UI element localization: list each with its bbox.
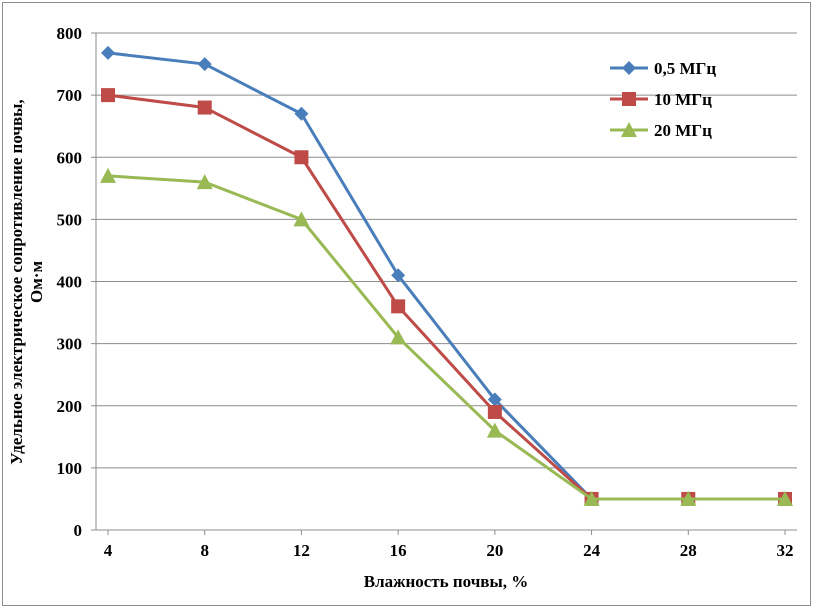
series-line bbox=[107, 51, 785, 501]
axes bbox=[91, 32, 797, 535]
data-point bbox=[390, 329, 407, 345]
y-tick-labels: 0 100 200 300 400 500 600 700 800 bbox=[57, 24, 83, 540]
legend-label: 0,5 МГц bbox=[654, 59, 716, 78]
y-tick-label: 100 bbox=[57, 459, 83, 478]
series-line bbox=[107, 174, 785, 501]
legend-item: 20 МГц bbox=[610, 121, 712, 140]
x-tick-labels: 4 8 12 16 20 24 28 32 bbox=[104, 541, 794, 560]
series-2 bbox=[100, 167, 793, 506]
legend-item: 0,5 МГц bbox=[610, 59, 716, 78]
data-point bbox=[680, 490, 697, 506]
y-tick-label: 0 bbox=[74, 521, 83, 540]
y-tick-label: 200 bbox=[57, 397, 83, 416]
legend-item: 10 МГц bbox=[610, 90, 712, 109]
series-1 bbox=[101, 88, 792, 506]
data-point bbox=[583, 490, 600, 506]
data-point bbox=[487, 404, 502, 419]
x-tick-label: 24 bbox=[583, 541, 601, 560]
x-tick-label: 4 bbox=[104, 541, 113, 560]
data-point bbox=[293, 211, 310, 227]
legend-marker bbox=[622, 61, 636, 75]
legend: 0,5 МГц 10 МГц 20 МГц bbox=[610, 59, 716, 140]
data-point bbox=[197, 100, 212, 115]
y-tick-label: 400 bbox=[57, 273, 83, 292]
y-tick-label: 600 bbox=[57, 148, 83, 167]
y-tick-label: 500 bbox=[57, 210, 83, 229]
x-tick-label: 12 bbox=[293, 541, 310, 560]
x-axis-title: Влажность почвы, % bbox=[364, 572, 529, 591]
legend-marker bbox=[621, 122, 637, 137]
legend-label: 10 МГц bbox=[654, 90, 712, 109]
grid-lines bbox=[96, 32, 797, 469]
data-point bbox=[101, 45, 115, 60]
data-point bbox=[487, 392, 502, 407]
data-point bbox=[101, 88, 115, 103]
x-tick-label: 32 bbox=[777, 541, 794, 560]
data-point bbox=[294, 106, 309, 121]
x-tick-label: 28 bbox=[680, 541, 697, 560]
legend-label: 20 МГц bbox=[654, 121, 712, 140]
y-tick-label: 300 bbox=[57, 335, 83, 354]
data-point bbox=[196, 174, 213, 190]
data-point bbox=[294, 150, 309, 165]
x-tick-label: 8 bbox=[200, 541, 209, 560]
x-tick-label: 20 bbox=[486, 541, 503, 560]
series-group bbox=[100, 45, 793, 506]
y-axis-title-line2: Ом·м bbox=[27, 261, 46, 303]
data-point bbox=[486, 422, 503, 438]
data-point bbox=[777, 490, 793, 506]
data-point bbox=[100, 167, 116, 183]
y-tick-label: 700 bbox=[57, 86, 83, 105]
y-axis-title-line1: Удельное электрическое сопротивление поч… bbox=[7, 99, 26, 464]
data-point bbox=[391, 299, 406, 314]
series-line bbox=[107, 93, 785, 501]
data-point bbox=[197, 57, 212, 72]
legend-marker bbox=[622, 92, 636, 106]
x-tick-label: 16 bbox=[390, 541, 407, 560]
series-0 bbox=[101, 45, 792, 506]
data-point bbox=[391, 268, 406, 283]
y-axis-title: Удельное электрическое сопротивление поч… bbox=[7, 99, 46, 464]
y-tick-label: 800 bbox=[57, 24, 83, 43]
